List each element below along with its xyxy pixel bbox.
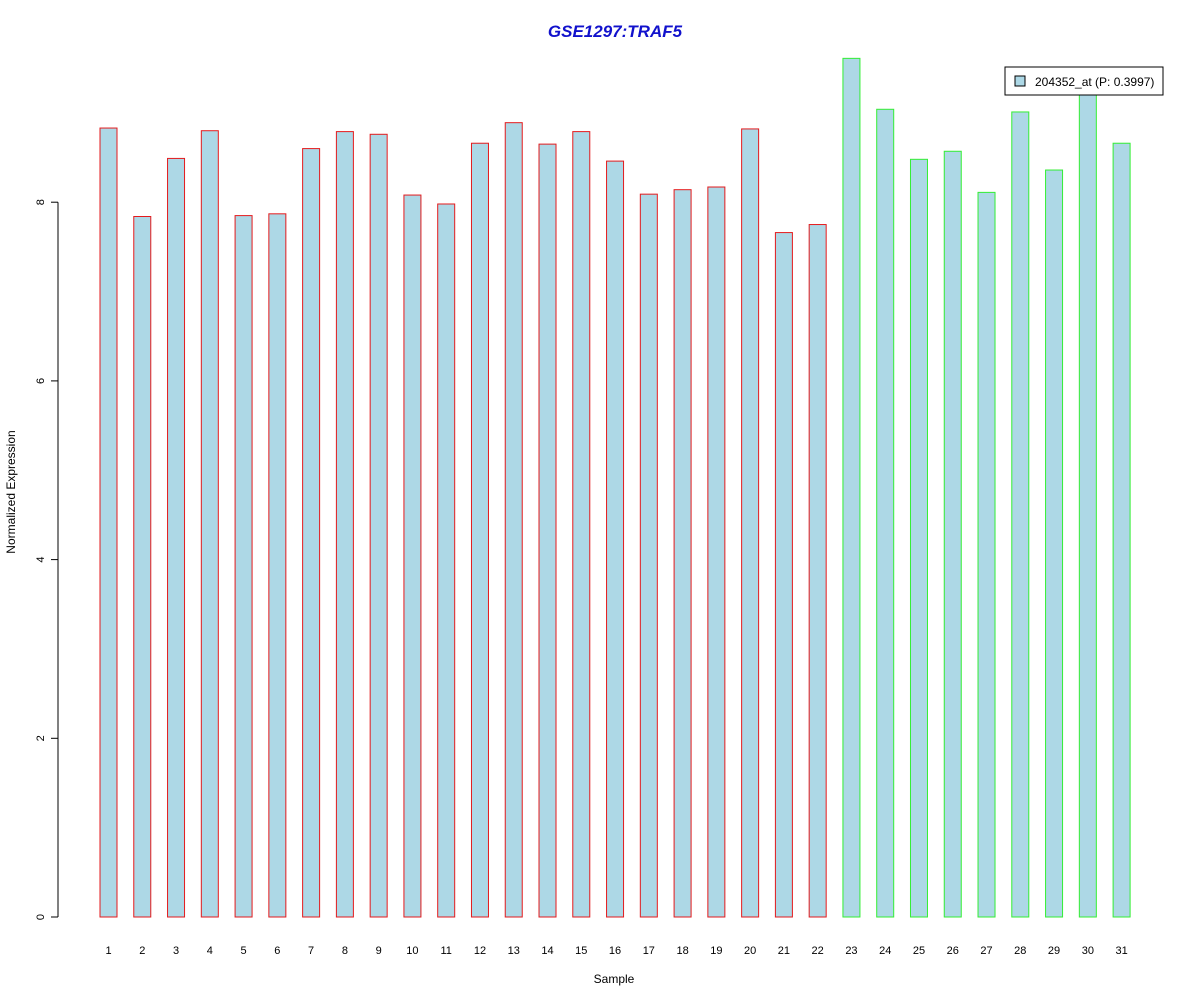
- x-tick-label: 24: [879, 945, 891, 957]
- legend: 204352_at (P: 0.3997): [1004, 66, 1164, 96]
- bar-sample-14: [538, 143, 557, 918]
- x-tick-label: 22: [812, 945, 824, 957]
- bar-sample-2: [133, 216, 152, 918]
- bar-sample-17: [639, 193, 658, 918]
- chart-title: GSE1297:TRAF5: [548, 22, 683, 41]
- bar-sample-10: [403, 194, 422, 918]
- x-tick-label: 17: [643, 945, 655, 957]
- y-tick-label: 6: [35, 378, 47, 384]
- x-tick-label: 23: [845, 945, 857, 957]
- bar-sample-12: [470, 142, 489, 918]
- x-tick-label: 30: [1082, 945, 1094, 957]
- x-tick-label: 27: [980, 945, 992, 957]
- bar-sample-9: [369, 133, 388, 918]
- x-tick-label: 31: [1115, 945, 1127, 957]
- y-tick-label: 4: [35, 557, 47, 563]
- x-tick-label: 19: [710, 945, 722, 957]
- x-tick-label: 20: [744, 945, 756, 957]
- x-tick-label: 28: [1014, 945, 1026, 957]
- y-tick-label: 8: [35, 199, 47, 205]
- x-tick-label: 6: [274, 945, 280, 957]
- bar-sample-31: [1112, 142, 1131, 918]
- x-tick-label: 14: [541, 945, 553, 957]
- bar-sample-8: [335, 131, 354, 918]
- bar-sample-11: [437, 203, 456, 918]
- bar-sample-28: [1011, 111, 1030, 918]
- y-axis-label: Normalized Expression: [4, 430, 18, 553]
- y-axis: 0 2 4 6 8: [35, 199, 59, 920]
- bar-sample-23: [842, 57, 861, 918]
- bar-sample-30: [1078, 92, 1097, 918]
- bar-sample-27: [977, 191, 996, 918]
- legend-swatch: [1014, 75, 1026, 87]
- x-tick-label: 9: [376, 945, 382, 957]
- x-tick-label: 21: [778, 945, 790, 957]
- x-tick-label: 2: [139, 945, 145, 957]
- x-tick-label: 12: [474, 945, 486, 957]
- bar-sample-3: [167, 157, 186, 918]
- bar-sample-25: [909, 158, 928, 918]
- bar-sample-21: [774, 232, 793, 918]
- bar-sample-18: [673, 189, 692, 918]
- bar-sample-6: [268, 213, 287, 918]
- x-axis-label: Sample: [594, 972, 635, 986]
- legend-box: [1004, 66, 1164, 96]
- x-tick-label: 7: [308, 945, 314, 957]
- bar-sample-29: [1045, 169, 1064, 918]
- x-tick-label: 16: [609, 945, 621, 957]
- x-tick-label: 25: [913, 945, 925, 957]
- x-tick-label: 26: [947, 945, 959, 957]
- x-tick-label: 8: [342, 945, 348, 957]
- x-axis-tick-labels: 1 2 3 4 5 6 7 8 9 10 11 12 13 14 15 16 17 18 19 20 21 22 23 24 2…: [105, 945, 1127, 957]
- bar-sample-26: [943, 150, 962, 918]
- x-tick-label: 3: [173, 945, 179, 957]
- bar-sample-7: [302, 148, 321, 918]
- bar-sample-1: [99, 127, 118, 918]
- bar-sample-16: [606, 160, 625, 918]
- x-tick-label: 15: [575, 945, 587, 957]
- bar-sample-4: [200, 130, 219, 918]
- x-tick-label: 5: [241, 945, 247, 957]
- x-tick-label: 1: [105, 945, 111, 957]
- bar-sample-20: [741, 128, 760, 918]
- x-tick-label: 13: [508, 945, 520, 957]
- legend-label: 204352_at (P: 0.3997): [1035, 75, 1154, 89]
- bar-sample-5: [234, 215, 253, 918]
- bar-sample-24: [876, 108, 895, 918]
- bar-sample-15: [572, 131, 591, 918]
- bars: [99, 57, 1131, 918]
- x-tick-label: 10: [406, 945, 418, 957]
- y-tick-label: 2: [35, 735, 47, 741]
- bar-sample-22: [808, 224, 827, 918]
- y-tick-label: 0: [35, 914, 47, 920]
- x-tick-label: 4: [207, 945, 213, 957]
- x-tick-label: 11: [440, 945, 451, 957]
- bar-sample-13: [504, 122, 523, 918]
- bar-sample-19: [707, 186, 726, 918]
- x-tick-label: 29: [1048, 945, 1060, 957]
- x-tick-label: 18: [676, 945, 688, 957]
